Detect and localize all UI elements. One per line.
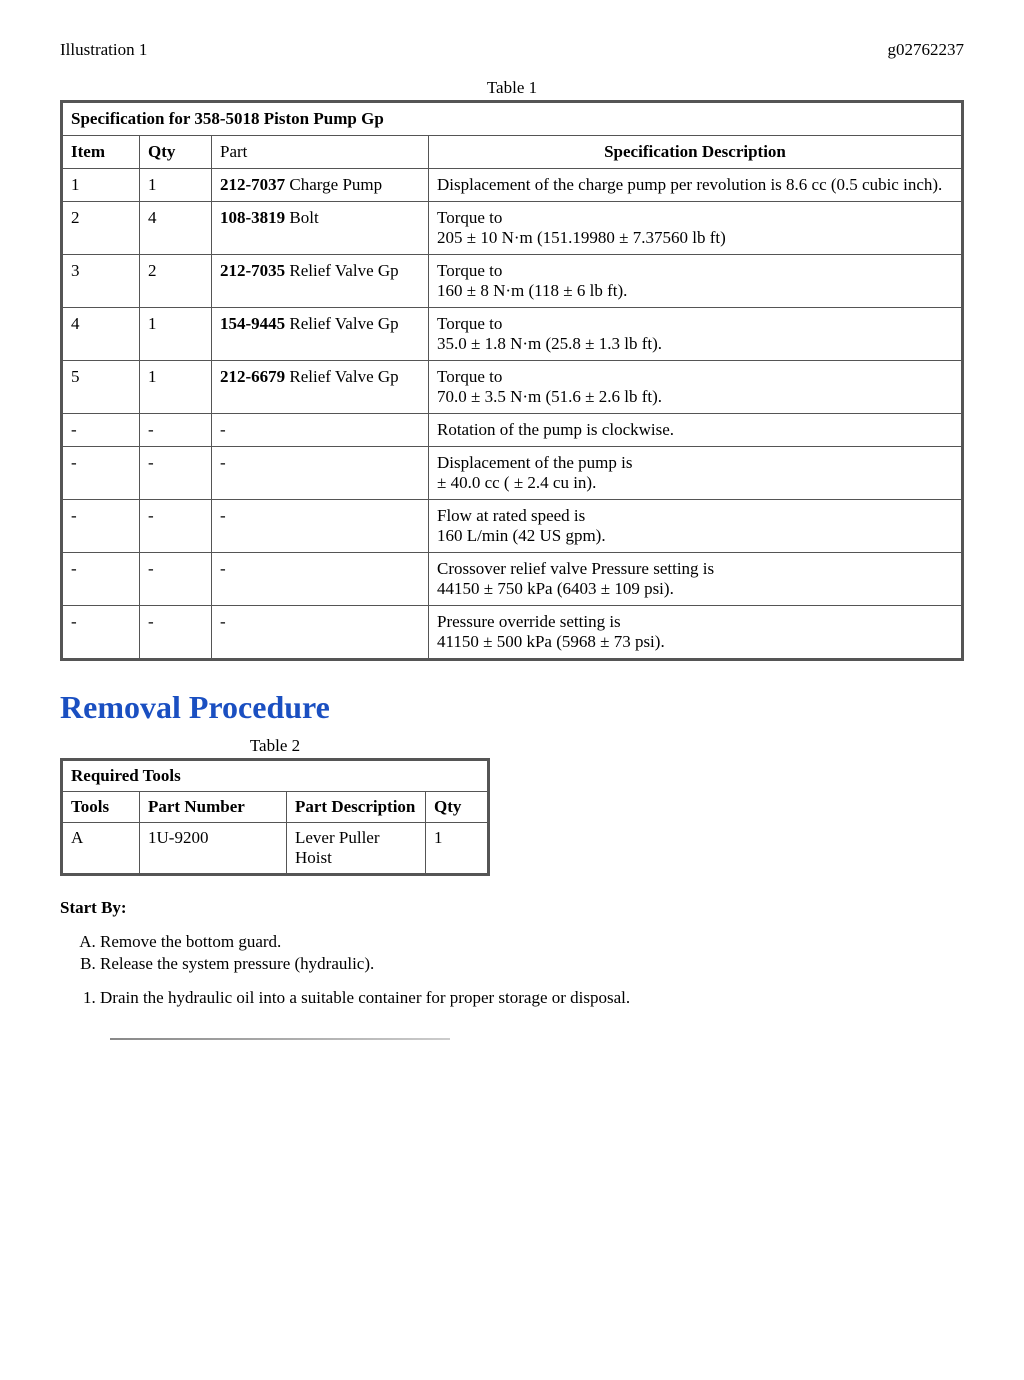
cell-part: - (212, 414, 429, 447)
numeric-step: Drain the hydraulic oil into a suitable … (100, 988, 964, 1008)
cell-part: - (212, 553, 429, 606)
cell-part: - (212, 447, 429, 500)
spec-table-header-row: Item Qty Part Specification Description (62, 136, 963, 169)
spec-table-row: 11212-7037 Charge PumpDisplacement of th… (62, 169, 963, 202)
cell-item: 4 (62, 308, 140, 361)
cell-item: - (62, 447, 140, 500)
spec-table-row: 32212-7035 Relief Valve GpTorque to160 ±… (62, 255, 963, 308)
cell-tools: A (62, 823, 140, 875)
spec-table-title: Specification for 358-5018 Piston Pump G… (62, 102, 963, 136)
col-spec: Specification Description (429, 136, 963, 169)
cell-part: 212-6679 Relief Valve Gp (212, 361, 429, 414)
cell-spec: Torque to70.0 ± 3.5 N·m (51.6 ± 2.6 lb f… (429, 361, 963, 414)
cell-part: 212-7037 Charge Pump (212, 169, 429, 202)
cell-spec: Crossover relief valve Pressure setting … (429, 553, 963, 606)
cell-spec: Torque to160 ± 8 N·m (118 ± 6 lb ft). (429, 255, 963, 308)
spec-table-row: 41154-9445 Relief Valve GpTorque to35.0 … (62, 308, 963, 361)
cell-spec: Torque to35.0 ± 1.8 N·m (25.8 ± 1.3 lb f… (429, 308, 963, 361)
spec-table-row: 51212-6679 Relief Valve GpTorque to70.0 … (62, 361, 963, 414)
table2-caption: Table 2 (60, 736, 490, 756)
tools-table-title-row: Required Tools (62, 760, 489, 792)
cell-item: 3 (62, 255, 140, 308)
cell-qty: 4 (140, 202, 212, 255)
cell-part: 154-9445 Relief Valve Gp (212, 308, 429, 361)
illustration-label: Illustration 1 (60, 40, 147, 60)
cell-qty: 2 (140, 255, 212, 308)
cell-spec: Torque to205 ± 10 N·m (151.19980 ± 7.375… (429, 202, 963, 255)
cell-qty: 1 (140, 169, 212, 202)
cell-partdesc: Lever Puller Hoist (287, 823, 426, 875)
spec-table-row: 24108-3819 BoltTorque to205 ± 10 N·m (15… (62, 202, 963, 255)
tools-table-header-row: Tools Part Number Part Description Qty (62, 792, 489, 823)
cell-qty: 1 (426, 823, 489, 875)
spec-table-row: ---Crossover relief valve Pressure setti… (62, 553, 963, 606)
cell-qty: - (140, 414, 212, 447)
illustration-id: g02762237 (888, 40, 965, 60)
alpha-steps-list: Remove the bottom guard.Release the syst… (86, 932, 964, 974)
cell-part: - (212, 500, 429, 553)
cell-qty: - (140, 606, 212, 660)
cell-item: 1 (62, 169, 140, 202)
cell-spec: Displacement of the charge pump per revo… (429, 169, 963, 202)
spec-table: Specification for 358-5018 Piston Pump G… (60, 100, 964, 661)
start-by-label: Start By: (60, 898, 964, 918)
cell-spec: Flow at rated speed is160 L/min (42 US g… (429, 500, 963, 553)
removal-heading: Removal Procedure (60, 689, 964, 726)
cell-item: - (62, 553, 140, 606)
col-tools: Tools (62, 792, 140, 823)
cell-item: - (62, 414, 140, 447)
col-qty: Qty (140, 136, 212, 169)
spec-table-row: ---Rotation of the pump is clockwise. (62, 414, 963, 447)
col-part: Part (212, 136, 429, 169)
cell-partnum: 1U-9200 (140, 823, 287, 875)
spec-table-title-row: Specification for 358-5018 Piston Pump G… (62, 102, 963, 136)
cell-part: 212-7035 Relief Valve Gp (212, 255, 429, 308)
cell-qty: 1 (140, 308, 212, 361)
cell-spec: Rotation of the pump is clockwise. (429, 414, 963, 447)
col-partdesc: Part Description (287, 792, 426, 823)
cell-item: 5 (62, 361, 140, 414)
cell-qty: 1 (140, 361, 212, 414)
spec-table-row: ---Displacement of the pump is± 40.0 cc … (62, 447, 963, 500)
cell-qty: - (140, 553, 212, 606)
cell-qty: - (140, 500, 212, 553)
cell-part: 108-3819 Bolt (212, 202, 429, 255)
col-qty2: Qty (426, 792, 489, 823)
cell-item: - (62, 606, 140, 660)
numeric-steps-list: Drain the hydraulic oil into a suitable … (86, 988, 964, 1008)
spec-table-row: ---Flow at rated speed is160 L/min (42 U… (62, 500, 963, 553)
cell-item: - (62, 500, 140, 553)
cell-spec: Pressure override setting is41150 ± 500 … (429, 606, 963, 660)
cell-qty: - (140, 447, 212, 500)
cell-part: - (212, 606, 429, 660)
table1-caption: Table 1 (60, 78, 964, 98)
cell-spec: Displacement of the pump is± 40.0 cc ( ±… (429, 447, 963, 500)
cell-item: 2 (62, 202, 140, 255)
page-header: Illustration 1 g02762237 (60, 40, 964, 60)
col-partnum: Part Number (140, 792, 287, 823)
tools-table-title: Required Tools (62, 760, 489, 792)
spec-table-row: ---Pressure override setting is41150 ± 5… (62, 606, 963, 660)
alpha-step: Release the system pressure (hydraulic). (100, 954, 964, 974)
alpha-step: Remove the bottom guard. (100, 932, 964, 952)
tools-table: Required Tools Tools Part Number Part De… (60, 758, 490, 876)
divider (110, 1038, 450, 1040)
col-item: Item (62, 136, 140, 169)
tools-table-row: A1U-9200Lever Puller Hoist1 (62, 823, 489, 875)
